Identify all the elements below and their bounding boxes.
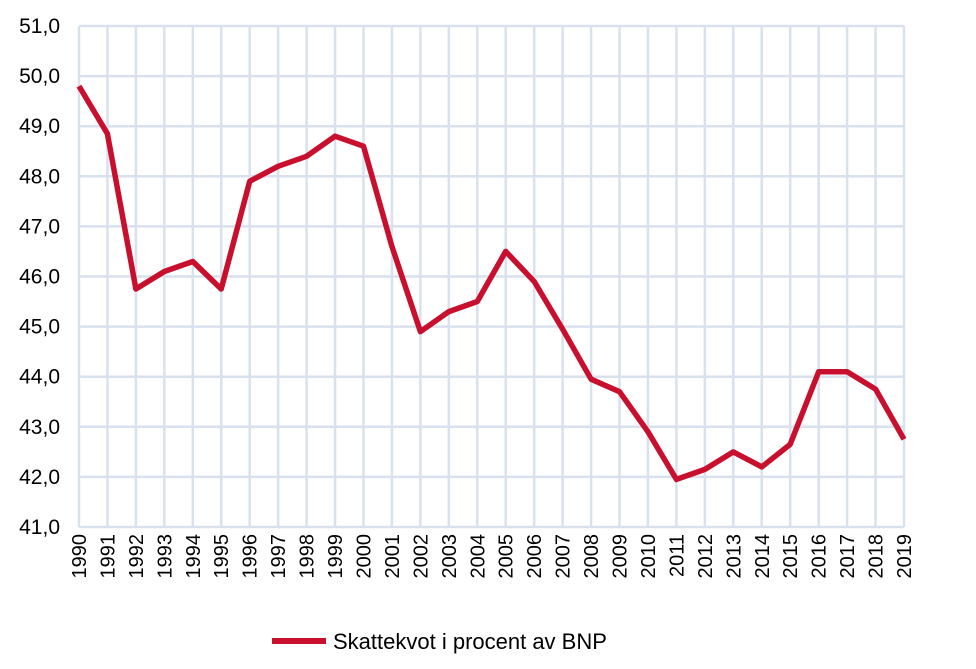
y-tick-label: 51,0: [19, 15, 60, 38]
x-tick-label: 2004: [467, 534, 489, 579]
x-tick-label: 2002: [410, 534, 432, 579]
x-tick-label: 2013: [723, 534, 745, 579]
x-tick-label: 2008: [581, 534, 603, 579]
x-tick-label: 2018: [866, 534, 888, 579]
x-tick-label: 2006: [524, 534, 546, 579]
y-tick-label: 46,0: [19, 266, 60, 289]
x-tick-label: 2001: [382, 534, 404, 579]
y-axis-ticks: 41,0 42,0 43,0 44,0 45,0 46,0 47,0 48,0 49,0 50,0…: [19, 15, 60, 539]
x-tick-label: 1998: [297, 534, 319, 579]
x-tick-label: 1995: [211, 534, 233, 579]
x-tick-label: 1992: [126, 534, 148, 579]
legend: Skattekvot i procent av BNP: [272, 629, 607, 654]
x-axis-ticks: 1990 1991 1992 1993 1994 1995 1996 1997 1998 1999…: [69, 534, 916, 579]
x-tick-label: 2012: [695, 534, 717, 579]
y-tick-label: 42,0: [19, 466, 60, 489]
x-tick-label: 2011: [666, 534, 688, 577]
x-tick-label: 2007: [553, 534, 575, 579]
y-tick-label: 43,0: [19, 416, 60, 439]
x-tick-label: 2003: [439, 534, 461, 579]
y-tick-label: 49,0: [19, 115, 60, 138]
x-tick-label: 2016: [809, 534, 831, 579]
x-tick-label: 1990: [69, 534, 91, 579]
x-tick-label: 2010: [638, 534, 660, 579]
y-tick-label: 48,0: [19, 165, 60, 188]
x-tick-label: 1997: [268, 534, 290, 579]
x-tick-label: 2009: [610, 534, 632, 579]
y-tick-label: 45,0: [19, 316, 60, 339]
x-tick-label: 1991: [97, 534, 119, 579]
x-tick-label: 2000: [353, 534, 375, 579]
x-tick-label: 1993: [154, 534, 176, 579]
x-tick-label: 2014: [752, 534, 774, 579]
y-tick-label: 50,0: [19, 65, 60, 88]
y-tick-label: 44,0: [19, 366, 60, 389]
x-tick-label: 1999: [325, 534, 347, 579]
y-tick-label: 47,0: [19, 215, 60, 238]
series-line: [76, 84, 907, 483]
x-tick-label: 1994: [183, 534, 205, 579]
series-layer: [76, 84, 907, 483]
y-tick-label: 41,0: [19, 516, 60, 539]
x-tick-label: 2017: [837, 534, 859, 579]
x-tick-label: 2019: [894, 534, 916, 579]
x-tick-label: 2015: [780, 534, 802, 579]
x-tick-label: 1996: [240, 534, 262, 579]
legend-label: Skattekvot i procent av BNP: [333, 629, 607, 654]
x-tick-label: 2005: [496, 534, 518, 579]
